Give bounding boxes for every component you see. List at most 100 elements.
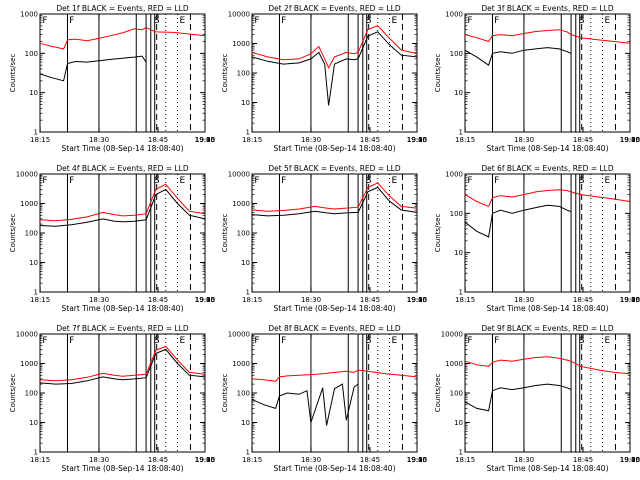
x-tick-label: 19:15 [407,136,427,144]
marker-letter: F [281,176,286,186]
series-line-lld-6 [464,189,631,208]
x-axis-title-1: Start Time (08-Sep-14 18:08:40) [62,144,184,153]
y-tick-label: 10 [454,419,463,427]
marker-letter: S [366,16,372,26]
y-tick-label: 10000 [16,171,38,179]
marker-letter: S [366,336,372,346]
y-tick-label: 10 [241,259,250,267]
marker-letter: S [579,16,585,26]
y-axis-title-2: Counts/sec [221,54,229,93]
chart-title-6: Det 6f BLACK = Events, RED = LLD [481,164,614,173]
marker-letter: F [467,336,472,346]
series-line-events-8 [251,383,359,426]
marker-letter: E [179,176,185,186]
y-axis-title-3: Counts/sec [434,54,442,93]
x-tick-label: 19:30 [195,296,215,304]
y-tick-label: 10 [29,89,38,97]
y-tick-label: 100 [25,50,38,58]
x-tick-label: 18:45 [360,296,380,304]
marker-letter: E [604,336,610,346]
series-line-events-2 [251,31,418,106]
x-tick-label: 19:30 [407,136,427,144]
x-tick-label: 18:30 [514,456,534,464]
x-tick-label: 19:45 [195,296,215,304]
x-tick-label: 19:00 [195,296,215,304]
marker-letter: F [254,176,259,186]
y-tick-label: 100 [237,230,250,238]
marker-letter: F [69,16,74,26]
y-tick-label: 1 [34,289,38,297]
series-line-lld-7 [39,345,206,382]
plot-frame-3 [464,13,631,133]
marker-letter: S [366,176,372,186]
x-tick-label: 19:45 [620,136,640,144]
x-axis-title-3: Start Time (08-Sep-14 18:08:40) [487,144,609,153]
y-tick-label: 1000 [232,360,250,368]
x-axis-title-9: Start Time (08-Sep-14 18:08:40) [487,464,609,473]
series-line-lld-4 [39,183,206,222]
y-axis-title-1: Counts/sec [9,54,17,93]
y-tick-label: 1000 [232,40,250,48]
y-tick-label: 100 [237,390,250,398]
marker-letter: E [179,16,185,26]
x-tick-label: 19:30 [407,456,427,464]
series-line-events-6 [464,204,572,238]
x-axis-title-4: Start Time (08-Sep-14 18:08:40) [62,304,184,313]
x-tick-label: 19:00 [620,456,640,464]
x-tick-label: 19:30 [195,456,215,464]
x-tick-label: 19:45 [407,136,427,144]
y-tick-label: 10 [454,249,463,257]
x-tick-label: 18:45 [148,456,168,464]
y-tick-label: 1 [34,129,38,137]
y-axis-title-8: Counts/sec [221,374,229,413]
plot-frame-1 [39,13,206,133]
marker-letter: F [254,336,259,346]
y-tick-label: 1000 [445,360,463,368]
marker-letter: F [254,16,259,26]
y-tick-label: 1 [459,129,463,137]
x-tick-label: 18:45 [148,136,168,144]
y-tick-label: 100 [450,50,463,58]
x-tick-label: 19:15 [620,136,640,144]
y-tick-label: 10 [454,89,463,97]
x-tick-label: 19:45 [195,456,215,464]
x-tick-label: 19:45 [620,296,640,304]
y-axis-title-5: Counts/sec [221,214,229,253]
x-tick-label: 19:15 [620,456,640,464]
marker-letter: F [42,336,47,346]
y-tick-label: 10000 [228,331,250,339]
y-tick-label: 100 [450,390,463,398]
series-line-lld-1 [39,27,206,50]
chart-title-7: Det 7f BLACK = Events, RED = LLD [56,324,189,333]
series-line-events-7 [39,348,206,385]
marker-letter: F [494,336,499,346]
y-axis-title-6: Counts/sec [434,214,442,253]
x-tick-label: 18:15 [242,456,262,464]
x-tick-label: 19:00 [407,456,427,464]
x-tick-label: 18:15 [242,136,262,144]
series-line-events-5 [251,186,418,217]
y-axis-title-7: Counts/sec [9,374,17,413]
x-tick-label: 19:45 [407,296,427,304]
series-line-lld-8 [251,369,418,382]
marker-letter: F [494,176,499,186]
x-tick-label: 19:00 [195,136,215,144]
y-tick-label: 10000 [228,11,250,19]
series-line-lld-9 [464,356,631,375]
marker-letter: F [281,336,286,346]
marker-letter: E [391,16,397,26]
marker-letter: S [154,336,160,346]
x-tick-label: 19:15 [195,136,215,144]
y-tick-label: 100 [25,230,38,238]
series-line-events-1 [39,55,147,82]
marker-letter: F [467,176,472,186]
y-tick-label: 1 [459,449,463,457]
x-tick-label: 19:00 [620,136,640,144]
x-tick-label: 18:30 [89,456,109,464]
x-tick-label: 19:00 [195,456,215,464]
y-tick-label: 1000 [445,171,463,179]
x-axis-title-7: Start Time (08-Sep-14 18:08:40) [62,464,184,473]
series-line-events-4 [39,188,206,227]
